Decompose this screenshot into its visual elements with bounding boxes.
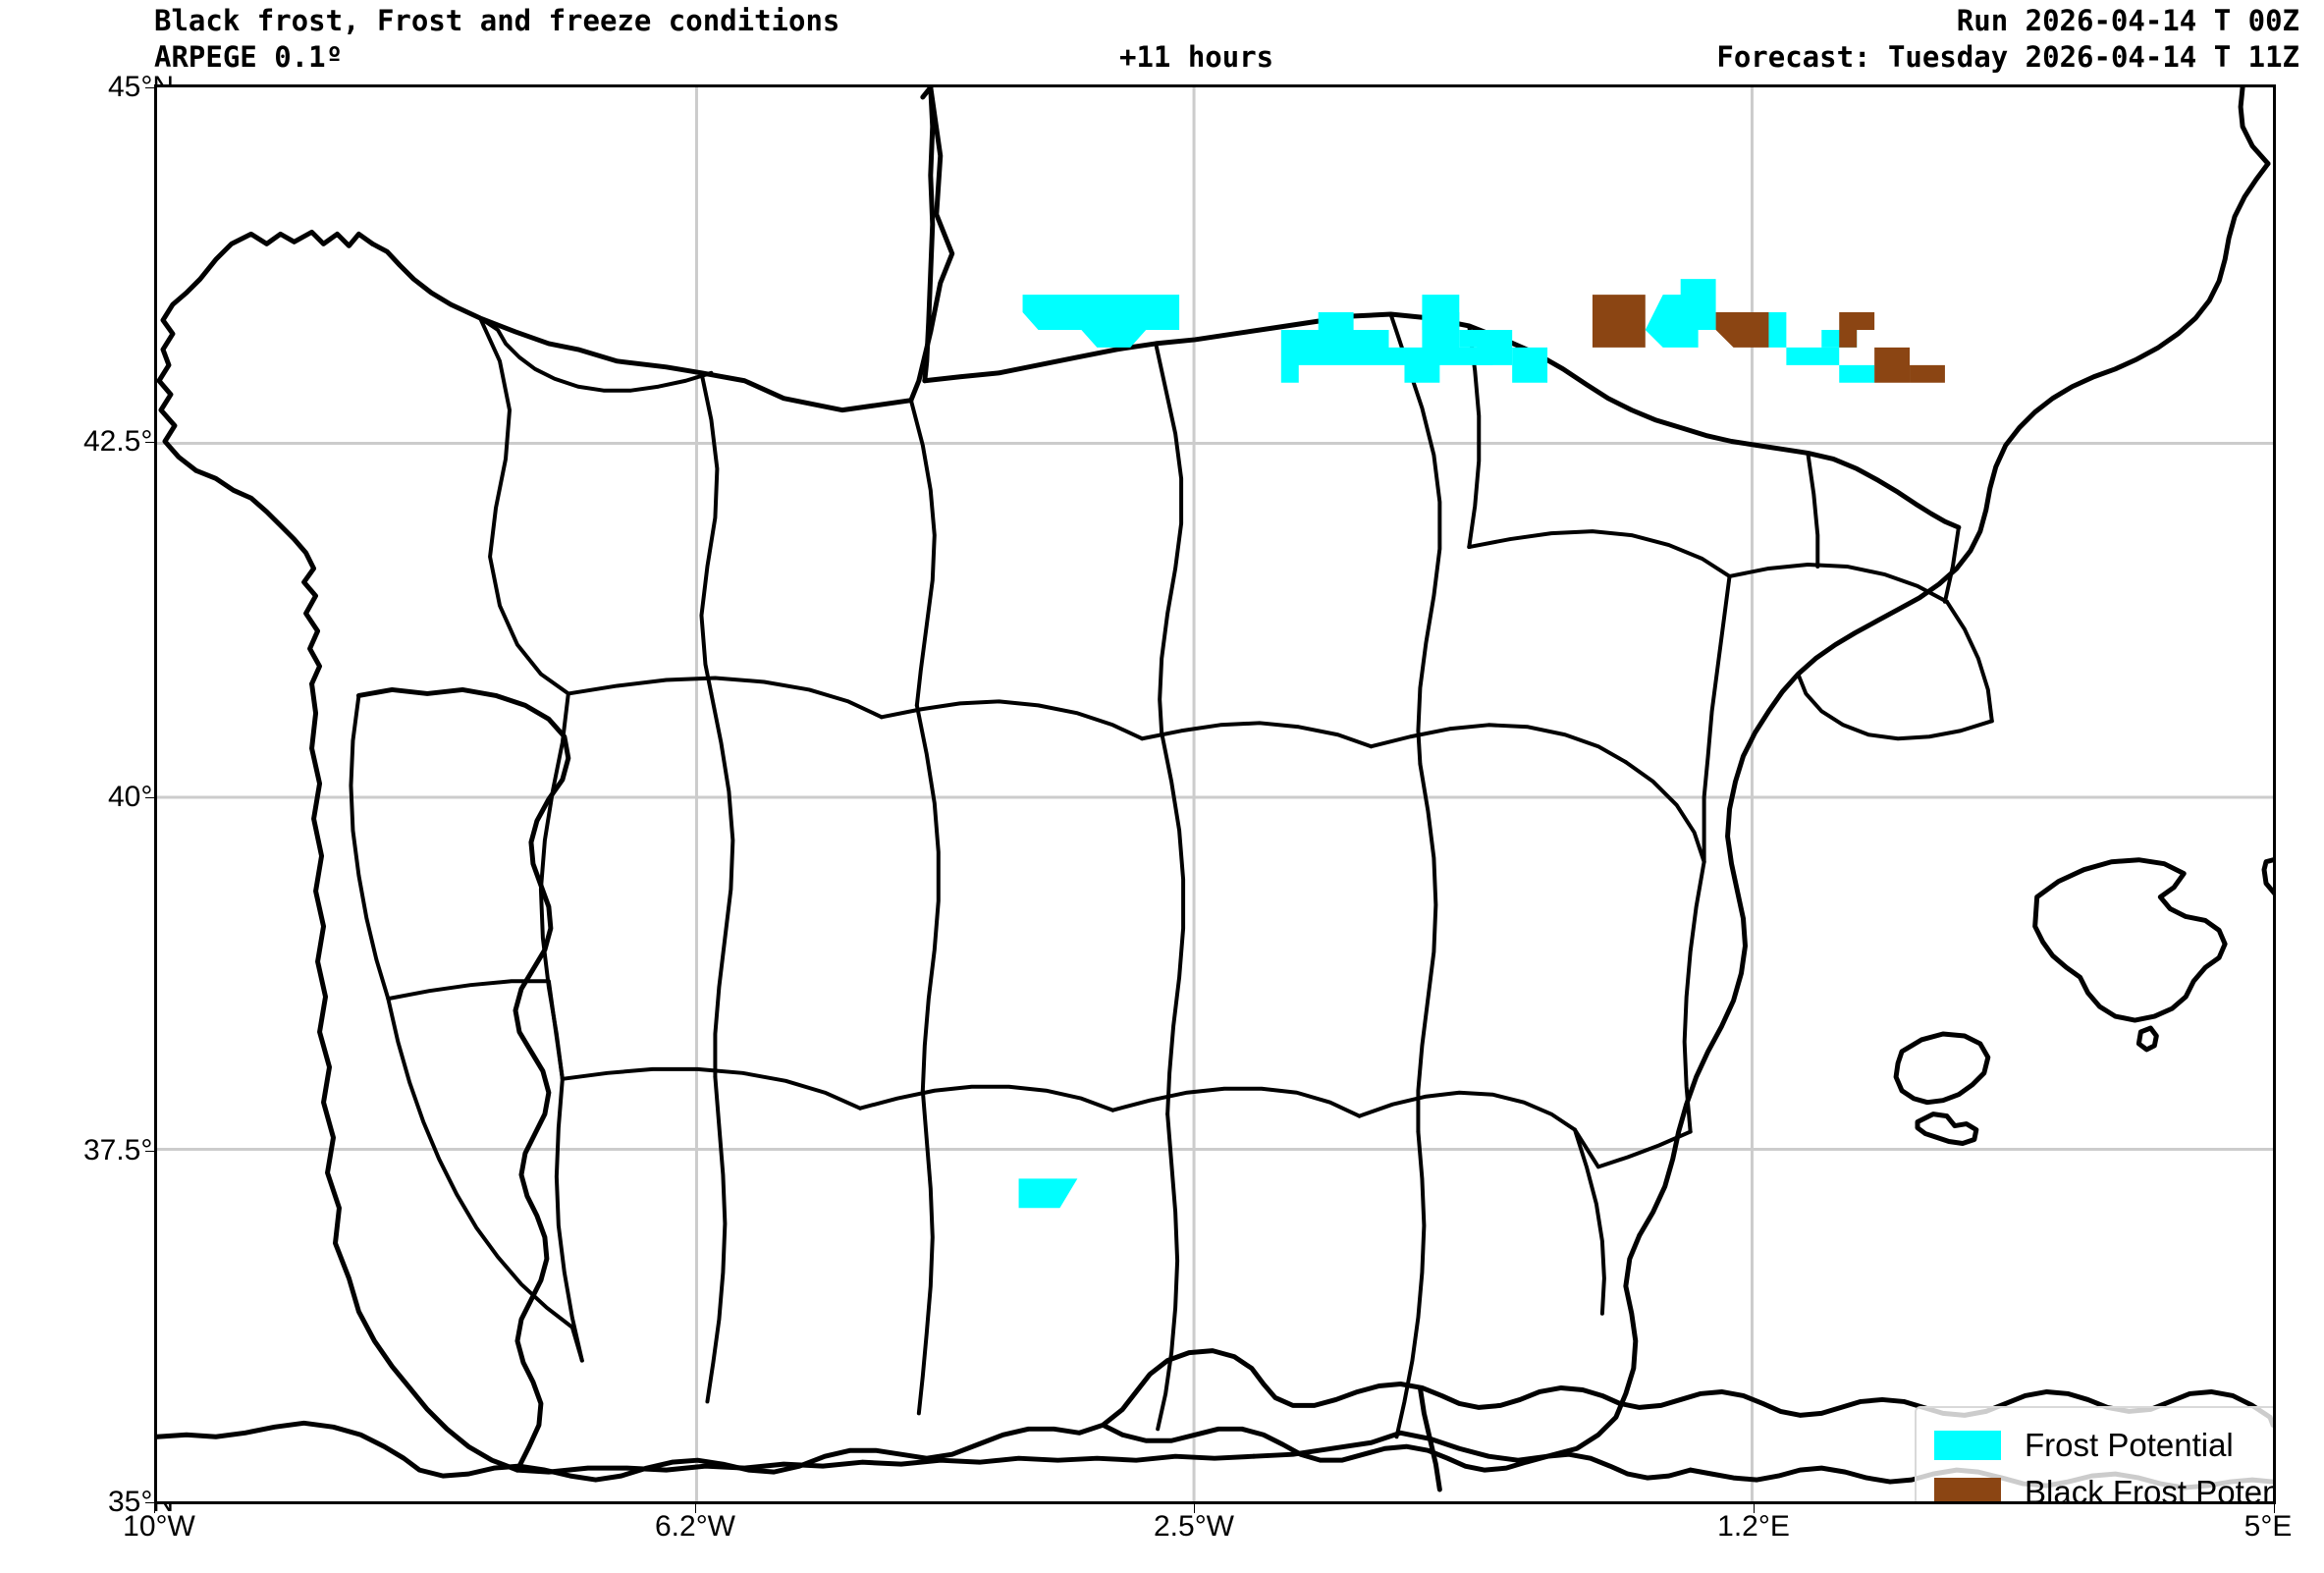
forecast-valid-label: Forecast: Tuesday 2026-04-14 T 11Z xyxy=(1716,40,2299,74)
legend-item-frost-potential: Frost Potential xyxy=(1934,1422,2273,1469)
black-frost-patch-aragon xyxy=(1592,295,1646,348)
coastline-france-biscay xyxy=(922,87,936,384)
x-tick-mark-3 xyxy=(1754,1504,1755,1513)
x-tick-label-4: 5°E xyxy=(2243,1510,2293,1543)
run-timestamp-label: Run 2026-04-14 T 00Z xyxy=(1956,4,2299,37)
frost-patch-cinca xyxy=(1512,347,1548,383)
y-tick-mark-2 xyxy=(145,797,154,798)
x-tick-label-0: 10°W xyxy=(123,1510,195,1543)
border-portugal-spain xyxy=(355,686,571,1473)
coastline-andalusia-south xyxy=(1251,1232,1643,1463)
island-ibiza xyxy=(1893,1031,1991,1106)
x-tick-mark-1 xyxy=(695,1504,696,1513)
black-frost-patch-garrotxa xyxy=(1910,364,1945,383)
legend-swatch-frost-potential xyxy=(1934,1431,2001,1460)
legend-label-black-frost-potential: Black Frost Potential xyxy=(2025,1474,2273,1504)
legend-item-black-frost-potential: Black Frost Potential xyxy=(1934,1469,2273,1504)
map-legend[interactable]: Frost Potential Black Frost Potential Fr… xyxy=(1915,1406,2273,1504)
border-france-spain xyxy=(922,311,1962,530)
border-morocco-algeria xyxy=(1417,1384,1442,1492)
map-plot-area[interactable]: Frost Potential Black Frost Potential Fr… xyxy=(154,84,2276,1504)
frost-patch-urgell xyxy=(1786,347,1840,365)
y-tick-mark-4 xyxy=(145,1502,154,1503)
y-tick-mark-0 xyxy=(145,87,154,88)
frost-patch-granada xyxy=(1018,1178,1078,1209)
coastline-levante xyxy=(1637,161,2271,1238)
island-cabrera xyxy=(2135,1025,2159,1053)
legend-label-frost-potential: Frost Potential xyxy=(2025,1427,2234,1463)
graticule-gridlines xyxy=(157,87,2273,1501)
frost-potential-patches xyxy=(1018,279,1875,1209)
page-title: Black frost, Frost and freeze conditions xyxy=(154,4,840,37)
island-mallorca xyxy=(2032,857,2228,1023)
frost-patch-lleida xyxy=(1645,295,1699,348)
frost-patch-pyrenees-arrow xyxy=(1459,329,1513,365)
coastline-algarve xyxy=(514,1453,1257,1475)
island-menorca xyxy=(2261,857,2273,895)
legend-swatch-black-frost-potential xyxy=(1934,1478,2001,1501)
black-frost-patch-cerdanya xyxy=(1839,312,1875,348)
coastline-north-africa-alt xyxy=(1100,1422,1694,1481)
black-frost-potential-patches xyxy=(1592,295,1945,383)
y-tick-mark-3 xyxy=(145,1151,154,1152)
coastline-galicia xyxy=(157,229,375,686)
x-tick-mark-4 xyxy=(2274,1504,2275,1513)
frost-patch-ebro-mid xyxy=(1422,295,1460,330)
map-canvas xyxy=(157,87,2273,1501)
coastline-france-med xyxy=(2238,87,2271,167)
model-label: ARPEGE 0.1º xyxy=(154,40,344,74)
coastline-biscay xyxy=(369,241,914,413)
province-borders xyxy=(349,312,1994,1439)
coastline-portugal-west xyxy=(309,680,520,1473)
lead-time-label: +11 hours xyxy=(1119,40,1274,74)
island-formentera xyxy=(1915,1112,1979,1147)
x-tick-mark-0 xyxy=(154,1504,155,1513)
black-frost-patch-pyrenees-central xyxy=(1715,312,1769,348)
black-frost-patch-ripolles xyxy=(1874,347,1911,383)
frost-patch-navarra xyxy=(1022,295,1180,348)
frost-patch-berga xyxy=(1839,364,1875,383)
x-tick-label-2: 2.5°W xyxy=(1153,1510,1235,1543)
x-tick-label-3: 1.2°E xyxy=(1717,1510,1790,1543)
x-tick-label-1: 6.2°W xyxy=(654,1510,736,1543)
x-tick-mark-2 xyxy=(1194,1504,1195,1513)
y-tick-mark-1 xyxy=(145,442,154,443)
map-borders xyxy=(157,87,2273,1492)
